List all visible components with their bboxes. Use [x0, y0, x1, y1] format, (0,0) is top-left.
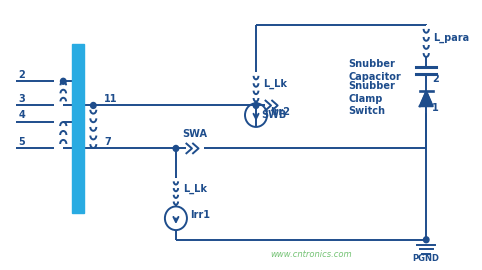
- Text: Irr2: Irr2: [270, 107, 290, 117]
- Text: L_Lk: L_Lk: [263, 79, 287, 89]
- Circle shape: [173, 146, 179, 151]
- Text: SWB: SWB: [262, 110, 287, 120]
- Text: 4: 4: [18, 110, 25, 120]
- Circle shape: [91, 103, 96, 109]
- Text: 2: 2: [18, 69, 25, 80]
- Text: 2: 2: [432, 74, 439, 84]
- Text: Snubber
Clamp
Switch: Snubber Clamp Switch: [348, 81, 396, 116]
- Text: 11: 11: [104, 94, 118, 104]
- Bar: [72, 44, 84, 213]
- Circle shape: [61, 78, 66, 84]
- Polygon shape: [420, 91, 433, 106]
- Circle shape: [253, 103, 259, 109]
- Text: SWA: SWA: [183, 129, 208, 139]
- Text: Snubber
Capacitor: Snubber Capacitor: [348, 59, 402, 82]
- Text: 5: 5: [18, 137, 25, 147]
- Text: Irr1: Irr1: [190, 210, 210, 220]
- Text: PGND: PGND: [413, 254, 440, 263]
- Text: L_Lk: L_Lk: [183, 183, 207, 194]
- Circle shape: [424, 237, 429, 243]
- Text: 1: 1: [432, 103, 439, 113]
- Text: 3: 3: [18, 94, 25, 104]
- Text: www.cntronics.com: www.cntronics.com: [270, 251, 352, 259]
- Text: L_para: L_para: [433, 33, 469, 43]
- Text: 7: 7: [104, 137, 111, 147]
